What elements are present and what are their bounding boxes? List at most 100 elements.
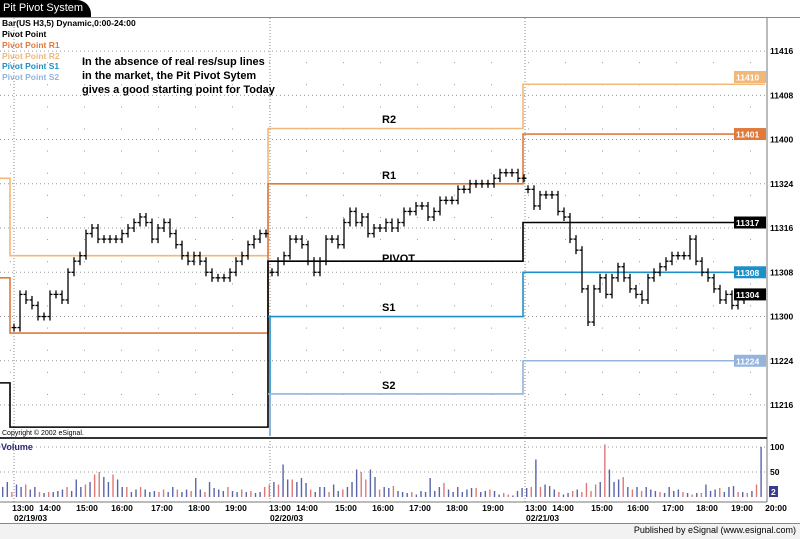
grid-dot [639, 261, 640, 263]
grid-dot [602, 239, 603, 241]
grid-dot [47, 150, 48, 152]
value-tag-text: 11304 [736, 290, 759, 300]
volume-bar [2, 487, 4, 497]
grid-dot [639, 150, 640, 152]
volume-bar [631, 489, 634, 497]
volume-bar [103, 477, 105, 497]
grid-dot [47, 283, 48, 285]
grid-dot [269, 150, 270, 152]
label-r2: R2 [382, 114, 396, 126]
grid-dot [417, 239, 418, 241]
volume-bar [594, 484, 597, 497]
grid-dot [602, 327, 603, 329]
grid-dot [380, 106, 381, 108]
grid-dot [84, 349, 85, 351]
volume-bar [20, 487, 22, 497]
time-label: 15:00 [335, 503, 357, 513]
volume-bar [319, 487, 321, 497]
grid-dot [639, 172, 640, 174]
time-label: 19:00 [225, 503, 247, 513]
label-s1: S1 [382, 302, 395, 314]
grid-dot [528, 194, 529, 196]
grid-dot [47, 62, 48, 64]
volume-bar [332, 484, 335, 497]
grid-dot [639, 62, 640, 64]
volume-bar [470, 488, 473, 497]
volume-bar [420, 491, 422, 497]
grid-dot [676, 261, 677, 263]
grid-dot [84, 216, 85, 218]
grid-dot [232, 371, 233, 373]
grid-dot [750, 349, 751, 351]
grid-dot [676, 106, 677, 108]
volume-bar [121, 487, 123, 497]
volume-bar [107, 482, 110, 497]
grid-dot [195, 283, 196, 285]
value-tag-text: 11224 [736, 356, 759, 366]
grid-dot [306, 327, 307, 329]
volume-bar [374, 477, 376, 497]
volume-bar [43, 493, 45, 497]
grid-dot [121, 216, 122, 218]
grid-dot [121, 84, 122, 86]
grid-dot [565, 393, 566, 395]
volume-bar [719, 488, 721, 497]
volume-bar [691, 494, 693, 497]
volume-bar [236, 492, 238, 497]
volume-bar [337, 491, 339, 497]
grid-dot [639, 128, 640, 130]
price-tick-label: 11224 [770, 356, 793, 366]
volume-bar [737, 492, 739, 497]
volume-bar [305, 483, 307, 497]
window-title-tab[interactable]: Pit Pivot System [0, 0, 91, 17]
grid-dot [47, 261, 48, 263]
time-label: 14:00 [296, 503, 318, 513]
volume-bar [61, 489, 64, 497]
grid-dot [47, 349, 48, 351]
volume-bar [438, 487, 441, 497]
grid-dot [47, 216, 48, 218]
grid-dot [528, 150, 529, 152]
time-label: 16:00 [111, 503, 133, 513]
volume-bar [571, 491, 574, 497]
grid-dot [195, 305, 196, 307]
grid-dot [750, 305, 751, 307]
value-tag-bg [734, 128, 766, 141]
grid-dot [454, 239, 455, 241]
grid-dot [195, 150, 196, 152]
pivot-line-s2 [268, 359, 765, 436]
value-tag-bg [734, 354, 766, 367]
grid-dot [232, 106, 233, 108]
volume-bar [286, 479, 289, 497]
label-s2: S2 [382, 380, 395, 392]
grid-dot [158, 349, 159, 351]
grid-dot [750, 327, 751, 329]
grid-dot [84, 172, 85, 174]
grid-dot [232, 128, 233, 130]
grid-dot [195, 128, 196, 130]
grid-dot [602, 150, 603, 152]
grid-dot [676, 62, 677, 64]
grid-dot [417, 216, 418, 218]
volume-bar [755, 484, 758, 497]
grid-dot [676, 283, 677, 285]
time-label: 20:00 [765, 503, 787, 513]
volume-bar [369, 469, 372, 497]
grid-dot [676, 393, 677, 395]
grid-dot [195, 106, 196, 108]
grid-dot [639, 327, 640, 329]
volume-bar [11, 492, 13, 497]
grid-dot [343, 62, 344, 64]
volume-bar [732, 486, 735, 497]
volume-bar [80, 487, 82, 497]
grid-dot [10, 84, 11, 86]
grid-dot [10, 172, 11, 174]
time-label: 14:00 [39, 503, 61, 513]
grid-dot [121, 150, 122, 152]
value-tag-text: 11410 [736, 73, 759, 83]
grid-dot [158, 371, 159, 373]
grid-dot [491, 305, 492, 307]
grid-dot [417, 62, 418, 64]
pivot-line-pivot [0, 221, 765, 428]
grid-dot [491, 150, 492, 152]
